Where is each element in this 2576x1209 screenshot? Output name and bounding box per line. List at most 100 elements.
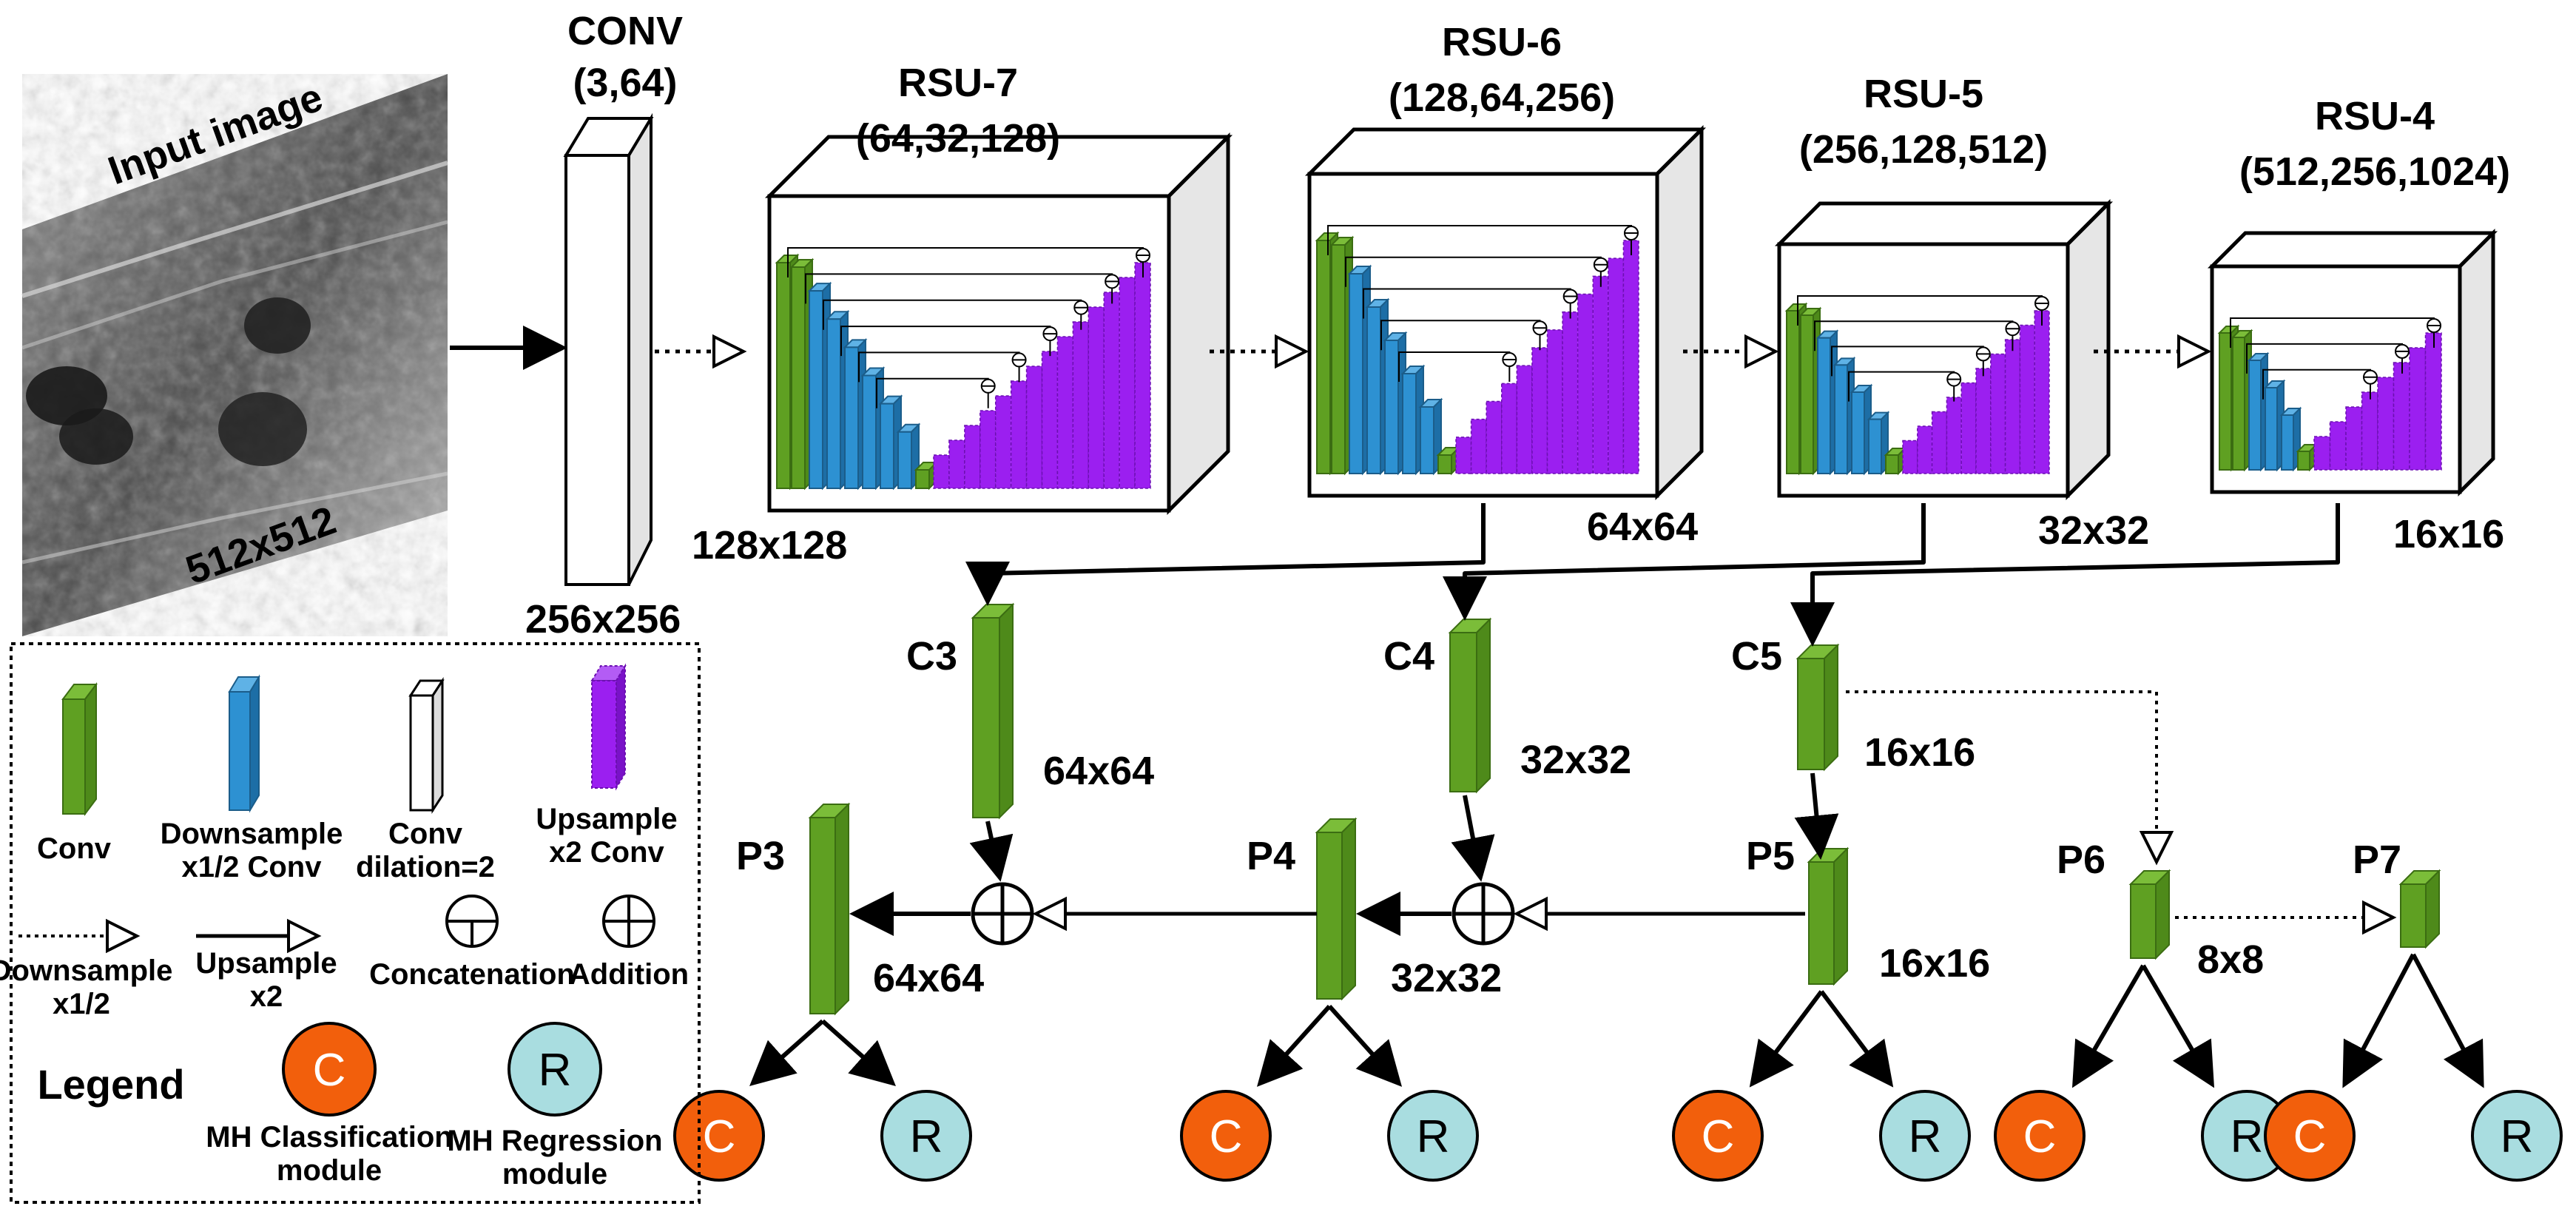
legend-upsample-label-2: x2 — [250, 980, 283, 1013]
rsu-size: 16x16 — [2393, 512, 2504, 556]
rsu-purple-upsample — [2019, 324, 2035, 474]
rsu-purple-upsample — [1119, 277, 1136, 489]
rsu-purple-upsample — [1531, 347, 1548, 474]
legend-title: Legend — [37, 1061, 184, 1108]
regression-head: R — [1387, 1090, 1479, 1182]
rsu-purple-upsample — [1931, 411, 1948, 474]
rsu-purple-upsample — [1562, 311, 1579, 474]
rsu-params: (512,256,1024) — [2239, 149, 2510, 194]
conv-name: CONV — [567, 9, 683, 53]
rsu-purple-upsample — [1975, 368, 1992, 474]
rsu-green-dilated — [1884, 446, 1907, 476]
p-layer-name: P6 — [2057, 838, 2105, 882]
rsu-params: (256,128,512) — [1799, 127, 2048, 172]
classification-head: C — [1672, 1090, 1764, 1182]
rsu-params: (128,64,256) — [1389, 75, 1615, 120]
rsu-size: 128x128 — [692, 523, 847, 568]
p-layer-5 — [1807, 846, 1850, 986]
rsu-purple-upsample — [1622, 240, 1639, 474]
c-layer-5 — [1796, 643, 1840, 772]
legend-mh-regression-label-1: MH Regression — [447, 1125, 662, 1157]
rsu-size: 64x64 — [1587, 505, 1698, 549]
c-layer-size: 16x16 — [1864, 730, 1975, 775]
rsu-params: (64,32,128) — [856, 116, 1060, 161]
rsu-block-4 — [2207, 228, 2498, 497]
p-layer-4 — [1315, 817, 1358, 1001]
legend-classification-letter: C — [313, 1045, 346, 1096]
rsu-purple-upsample — [1546, 329, 1563, 474]
rsu-purple-upsample — [1902, 440, 1918, 474]
rsu-purple-upsample — [1072, 321, 1090, 489]
rsu-purple-upsample — [933, 454, 950, 489]
p-layer-6 — [2128, 869, 2171, 960]
conv-params: (3,64) — [573, 61, 677, 105]
legend-mh-classification-label-2: module — [277, 1154, 382, 1187]
rsu-purple-upsample — [2377, 377, 2395, 471]
legend-downsample-conv-label-1: Downsample — [161, 818, 343, 850]
regression-head-letter: R — [2501, 1111, 2534, 1162]
rsu-purple-upsample — [1088, 306, 1105, 489]
classification-head-letter: C — [2023, 1111, 2057, 1162]
classification-head-letter: C — [703, 1111, 736, 1162]
c-layer-name: C4 — [1383, 634, 1434, 678]
rsu-purple-upsample — [1041, 351, 1059, 489]
rsu-skip-connection — [858, 351, 1020, 383]
rsu-purple-upsample — [2313, 436, 2331, 471]
c-layer-size: 32x32 — [1520, 738, 1631, 782]
rsu-skip-connection — [1398, 351, 1511, 382]
legend-downsample-conv-label-2: x1/2 Conv — [182, 851, 323, 883]
classification-head-letter: C — [2293, 1111, 2327, 1162]
regression-head-letter: R — [2231, 1111, 2264, 1162]
legend-mh-regression-label-2: module — [502, 1158, 607, 1191]
p-layer-name: P4 — [1247, 834, 1295, 878]
rsu-purple-upsample — [1990, 353, 2006, 474]
rsu-name: RSU-7 — [898, 61, 1018, 105]
legend-regression-letter: R — [539, 1045, 572, 1096]
rsu-purple-upsample — [1470, 418, 1487, 474]
legend-addition-label: Addition — [569, 958, 689, 991]
legend-downsample-conv-glyph — [228, 674, 260, 813]
rsu-purple-upsample — [2393, 362, 2410, 471]
p-layer-3 — [808, 802, 851, 1016]
legend-downsample-arrow-glyph — [18, 918, 141, 954]
rsu-purple-upsample — [1960, 382, 1977, 474]
rsu-purple-upsample — [964, 425, 981, 489]
rsu-purple-upsample — [2034, 310, 2050, 474]
rsu-green-dilated — [2296, 442, 2319, 472]
rsu-purple-upsample — [2345, 406, 2363, 471]
rsu-blue-downsample — [1832, 356, 1856, 476]
legend-classification-glyph: C — [282, 1022, 377, 1117]
rsu-blue-downsample — [1867, 411, 1890, 476]
rsu-purple-upsample — [980, 410, 997, 489]
rsu-purple-upsample — [1056, 336, 1074, 489]
legend-upsample-label-1: Upsample — [195, 947, 337, 980]
legend-concatenation-label: Concatenation — [369, 958, 575, 991]
addition-node — [971, 882, 1034, 946]
legend-conv-dilation-glyph — [408, 676, 445, 815]
conv-size: 256x256 — [525, 597, 681, 641]
rsu-purple-upsample — [1608, 257, 1625, 474]
legend-concatenation-glyph — [445, 895, 499, 948]
p-layer-7 — [2398, 869, 2441, 949]
legend-conv-dilation-label-2: dilation=2 — [356, 851, 495, 883]
legend-addition-glyph — [602, 895, 655, 948]
legend-downsample-label-1: Downsample — [0, 954, 172, 987]
rsu-purple-upsample — [1134, 262, 1151, 489]
rsu-purple-upsample — [1917, 425, 1933, 474]
input-image — [21, 74, 448, 636]
rsu-purple-upsample — [1486, 400, 1503, 474]
p-layer-size: 32x32 — [1391, 956, 1502, 1000]
rsu-purple-upsample — [1592, 275, 1609, 474]
rsu-purple-upsample — [2004, 339, 2021, 474]
regression-head-letter: R — [1909, 1111, 1942, 1162]
rsu-blocks: RSU-7 (64,32,128) 128x128 RSU-6 (128,64,256)… — [692, 20, 2510, 568]
c-layer-3 — [971, 602, 1015, 820]
rsu-purple-upsample — [1501, 383, 1518, 474]
rsu-purple-upsample — [1516, 365, 1533, 474]
legend-upsample-conv-glyph — [590, 663, 627, 791]
rsu-purple-upsample — [2361, 391, 2378, 471]
legend: Conv Downsample x1/2 Conv Conv dilation=… — [0, 642, 701, 1204]
legend-conv-label: Conv — [37, 832, 112, 865]
rsu-name: RSU-6 — [1442, 20, 1562, 64]
